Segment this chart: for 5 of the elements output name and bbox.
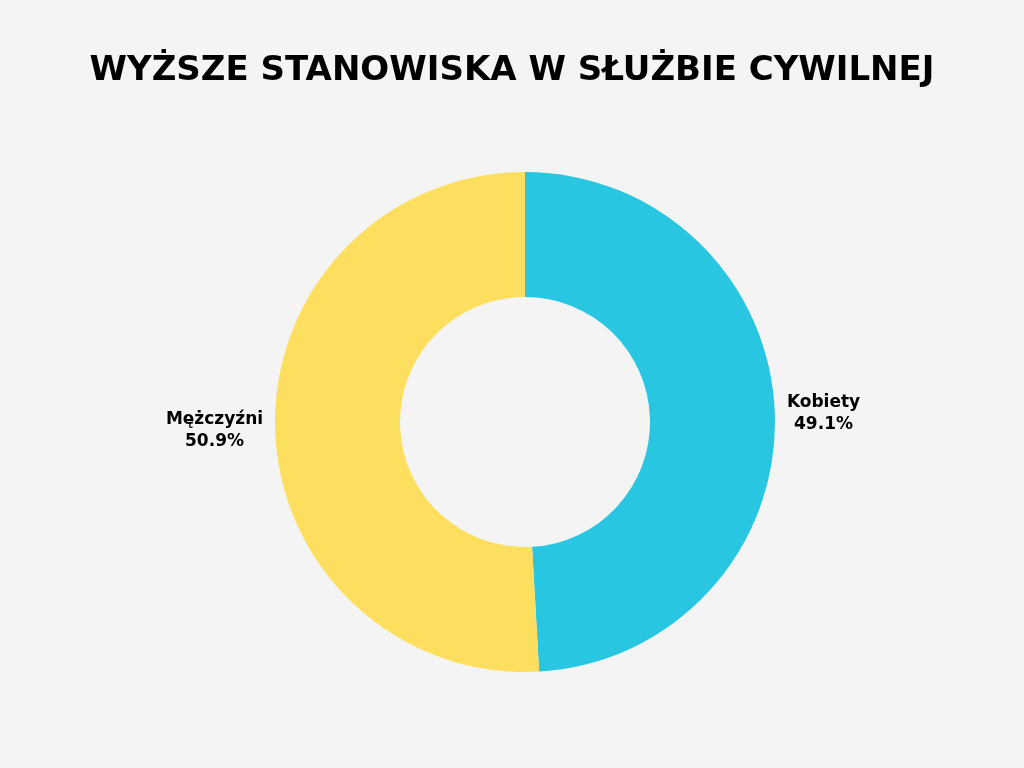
data-label: 50.9% [185,429,245,450]
slice-label: Mężczyźni [165,407,264,428]
chart-title: WYŻSZE STANOWISKA W SŁUŻBIE CYWILNEJ [88,48,936,88]
data-label: 49.1% [794,413,854,434]
slice-label: Kobiety [786,391,861,412]
